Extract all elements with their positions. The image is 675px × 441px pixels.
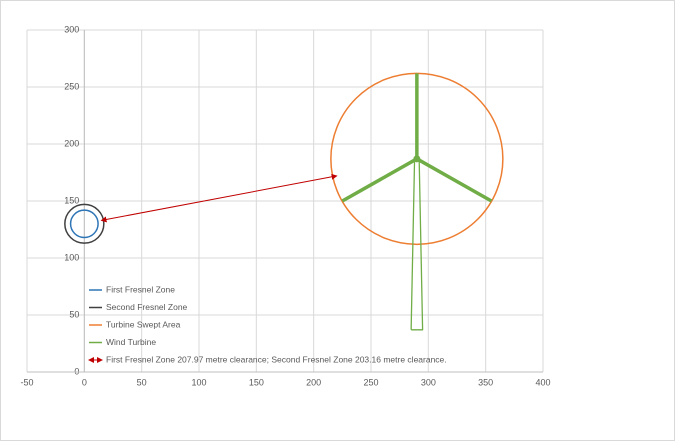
clearance-arrow [100,173,338,223]
y-tick-label: 300 [64,24,79,34]
x-tick-label: 0 [82,377,87,387]
y-tick-label: 0 [74,366,79,376]
legend-label: Turbine Swept Area [106,319,181,329]
turbine-blades [341,73,493,203]
x-tick-label: 200 [306,377,321,387]
x-tick-label: 400 [535,377,550,387]
y-tick-label: 50 [69,309,79,319]
y-tick-label: 150 [64,195,79,205]
zone-circle [64,203,105,244]
x-tick-label: 150 [249,377,264,387]
legend-label: First Fresnel Zone 207.97 metre clearanc… [106,354,447,364]
y-tick-label: 100 [64,252,79,262]
turbine-hub [413,155,421,163]
x-tick-label: -50 [20,377,33,387]
y-tick-label: 200 [64,138,79,148]
legend-label: First Fresnel Zone [106,284,175,294]
x-tick-label: 250 [363,377,378,387]
x-tick-label: 350 [478,377,493,387]
x-tick-label: 50 [137,377,147,387]
y-tick-label: 250 [64,81,79,91]
x-tick-label: 300 [421,377,436,387]
legend-label: Second Fresnel Zone [106,302,188,312]
legend-label: Wind Turbine [106,337,156,347]
x-tick-label: 100 [191,377,206,387]
zone-circle [69,209,99,239]
